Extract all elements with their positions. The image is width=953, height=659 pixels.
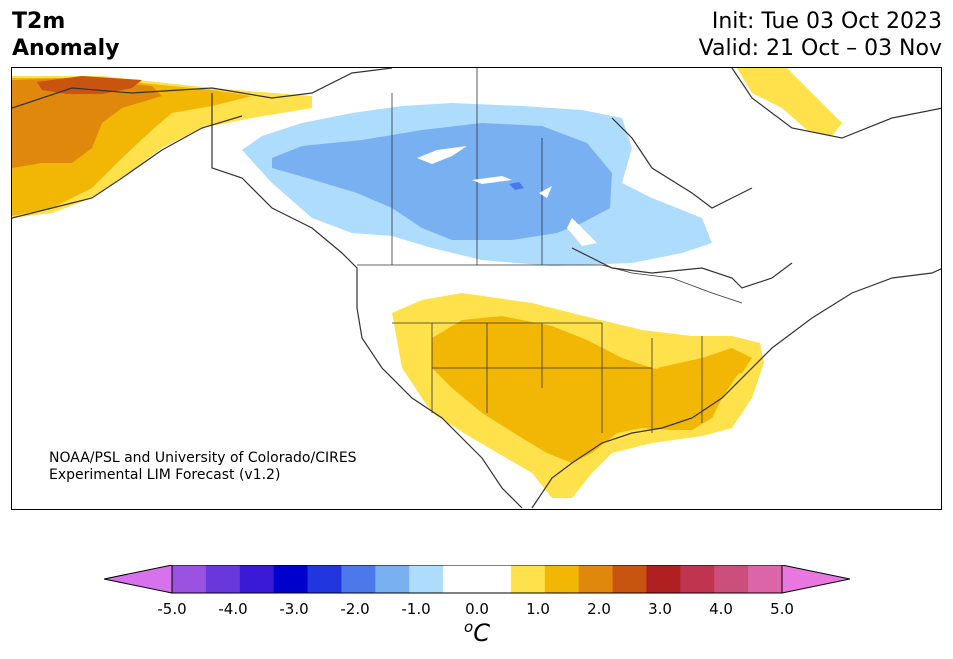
colorbar-cell (646, 565, 681, 593)
colorbar-cell (273, 565, 309, 593)
colorbar-cell (612, 565, 647, 593)
unit-label: oC (464, 618, 490, 647)
us-warm-medium (432, 316, 742, 463)
colorbar-extend-high (781, 565, 850, 594)
colorbar-cell (714, 565, 749, 593)
colorbar-cell (409, 565, 444, 593)
init-date: Init: Tue 03 Oct 2023 (711, 9, 942, 34)
colorbar-tick-label: 1.0 (526, 600, 550, 618)
title-line-2: Anomaly (12, 36, 120, 61)
us-warm-medium-east (657, 348, 752, 380)
map-title: T2m Anomaly (12, 8, 119, 62)
colorbar-cell (748, 565, 783, 593)
anomaly-map (12, 68, 941, 509)
colorbar-cell (578, 565, 614, 593)
greenland-warm (737, 68, 842, 136)
colorbar-tick-label: -3.0 (279, 600, 309, 618)
colorbar-tick-label: 0.0 (465, 600, 489, 618)
coastlines (12, 68, 941, 509)
unit-base: C (473, 619, 490, 647)
colorbar-cell (239, 565, 275, 593)
colorbar-cell (172, 565, 207, 593)
political-borders (357, 68, 743, 433)
colorbar-cell (307, 565, 342, 593)
colorbar-outline (171, 565, 783, 594)
colorbar-tick-label: -2.0 (340, 600, 370, 618)
colorbar-tick-label: -1.0 (401, 600, 431, 618)
alaska-warm-peak (37, 76, 142, 94)
colorbar-cell (443, 565, 478, 593)
colorbar-cell (205, 565, 241, 593)
colorbar-cell (680, 565, 715, 593)
credit-line-1: NOAA/PSL and University of Colorado/CIRE… (49, 450, 357, 466)
colorbar-cells (104, 565, 850, 594)
colorbar-cell (544, 565, 580, 593)
unit-degree: o (464, 618, 474, 636)
colorbar-tick-label: -4.0 (218, 600, 248, 618)
colorbar-cell (375, 565, 410, 593)
colorbar-tick-label: 3.0 (648, 600, 672, 618)
canada-cold-medium (272, 123, 612, 240)
map-panel (11, 67, 942, 510)
hudson-cold-spot (509, 182, 524, 190)
colorbar (104, 565, 850, 594)
colorbar-cell (510, 565, 546, 593)
colorbar-extend-low (104, 565, 173, 594)
title-line-1: T2m (12, 9, 66, 34)
colorbar-tick-label: 5.0 (770, 600, 794, 618)
forecast-dates: Init: Tue 03 Oct 2023 Valid: 21 Oct – 03… (699, 8, 942, 62)
colorbar-tick-label: -5.0 (157, 600, 187, 618)
credit-line-2: Experimental LIM Forecast (v1.2) (49, 467, 281, 483)
valid-date: Valid: 21 Oct – 03 Nov (698, 36, 942, 61)
lakes (417, 146, 597, 246)
credit-text: NOAA/PSL and University of Colorado/CIRE… (49, 450, 357, 484)
colorbar-tick-label: 2.0 (587, 600, 611, 618)
colorbar-cell (341, 565, 376, 593)
colorbar-tick-label: 4.0 (709, 600, 733, 618)
colorbar-cell (477, 565, 512, 593)
alaska-warm-strong (12, 78, 162, 168)
